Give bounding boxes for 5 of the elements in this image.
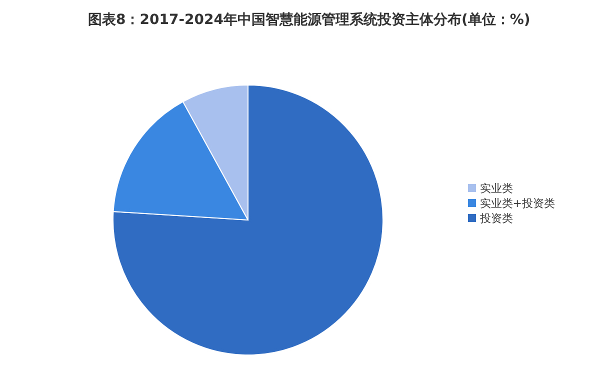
pie-slice: [112, 84, 384, 356]
legend-label: 实业类+投资类: [480, 196, 555, 210]
chart-title: 图表8：2017-2024年中国智慧能源管理系统投资主体分布(单位：%): [87, 10, 532, 30]
legend-label: 投资类: [480, 212, 513, 224]
legend-label: 实业类: [480, 182, 513, 194]
